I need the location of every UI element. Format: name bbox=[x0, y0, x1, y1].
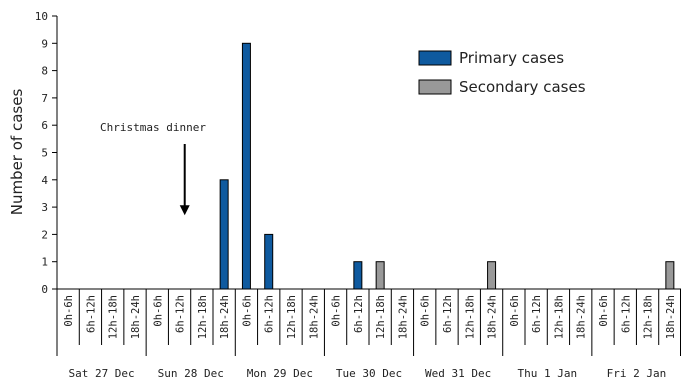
y-tick-label: 5 bbox=[41, 147, 48, 160]
x-slot-label: 0h-6h bbox=[152, 295, 164, 327]
x-day-label: Sun 28 Dec bbox=[158, 367, 224, 380]
legend-swatch-primary bbox=[418, 50, 452, 66]
x-slot-label: 18h-24h bbox=[219, 295, 231, 339]
x-day-label: Thu 1 Jan bbox=[517, 367, 577, 380]
x-slot-label: 12h-18h bbox=[643, 295, 655, 339]
bar-secondary bbox=[487, 261, 497, 290]
x-slot-label: 6h-12h bbox=[175, 295, 187, 333]
y-tick-label: 6 bbox=[41, 119, 48, 132]
bar-primary bbox=[264, 233, 274, 290]
annotation-arrow-head bbox=[179, 205, 190, 216]
annotation: Christmas dinner bbox=[100, 121, 206, 216]
x-slot-label: 0h-6h bbox=[331, 295, 343, 327]
legend-label-primary: Primary cases bbox=[459, 49, 564, 67]
x-slot-label: 18h-24h bbox=[576, 295, 588, 339]
x-day-label: Wed 31 Dec bbox=[425, 367, 491, 380]
x-slot-label: 0h-6h bbox=[63, 295, 75, 327]
x-slot-label: 6h-12h bbox=[442, 295, 454, 333]
y-tick-label: 10 bbox=[35, 10, 48, 23]
y-tick-label: 8 bbox=[41, 65, 48, 78]
y-tick-label: 1 bbox=[41, 256, 48, 269]
x-slot-label: 6h-12h bbox=[353, 295, 365, 333]
x-slot-label: 12h-18h bbox=[375, 295, 387, 339]
y-axis-label: Number of cases bbox=[8, 89, 26, 216]
x-slot-label: 18h-24h bbox=[130, 295, 142, 339]
y-axis: 0 1 2 3 4 5 6 7 8 9 10 bbox=[35, 10, 58, 296]
x-slot-label: 0h-6h bbox=[509, 295, 521, 327]
x-slot-label: 0h-6h bbox=[420, 295, 432, 327]
x-slot-label: 6h-12h bbox=[264, 295, 276, 333]
bar-primary bbox=[241, 42, 251, 290]
bar-secondary bbox=[665, 261, 675, 290]
bar-primary bbox=[353, 261, 363, 290]
x-slot-label: 12h-18h bbox=[108, 295, 120, 339]
y-tick-label: 2 bbox=[41, 228, 48, 241]
bar-primary bbox=[219, 179, 229, 290]
x-slot-label: 6h-12h bbox=[620, 295, 632, 333]
x-slot-label: 12h-18h bbox=[464, 295, 476, 339]
x-slot-label: 12h-18h bbox=[286, 295, 298, 339]
x-slot-label: 6h-12h bbox=[531, 295, 543, 333]
y-tick-label: 0 bbox=[41, 283, 48, 296]
y-tick-label: 4 bbox=[41, 174, 48, 187]
x-day-label: Tue 30 Dec bbox=[336, 367, 402, 380]
x-slot-label: 12h-18h bbox=[197, 295, 209, 339]
annotation-label: Christmas dinner bbox=[100, 121, 206, 134]
legend-label-secondary: Secondary cases bbox=[459, 78, 586, 96]
x-day-label: Sat 27 Dec bbox=[68, 367, 134, 380]
y-tick-label: 3 bbox=[41, 201, 48, 214]
bar-secondary bbox=[375, 261, 385, 290]
x-slot-label: 12h-18h bbox=[553, 295, 565, 339]
x-slot-label: 0h-6h bbox=[241, 295, 253, 327]
x-axis: 0h-6h 6h-12h 12h-18h 18h-24h Sat 27 Dec 0h-6h… bbox=[56, 288, 681, 380]
legend: Primary cases Secondary cases bbox=[418, 49, 586, 96]
x-slot-label: 6h-12h bbox=[85, 295, 97, 333]
x-day-label: Mon 29 Dec bbox=[247, 367, 313, 380]
x-slot-label: 18h-24h bbox=[665, 295, 677, 339]
x-slot-label: 18h-24h bbox=[397, 295, 409, 339]
x-slot-label: 18h-24h bbox=[308, 295, 320, 339]
legend-swatch-secondary bbox=[418, 79, 452, 95]
x-slot-label: 18h-24h bbox=[487, 295, 499, 339]
y-tick-label: 7 bbox=[41, 92, 48, 105]
x-slot-label: 0h-6h bbox=[598, 295, 610, 327]
y-tick-label: 9 bbox=[41, 37, 48, 50]
x-day-label: Fri 2 Jan bbox=[607, 367, 667, 380]
